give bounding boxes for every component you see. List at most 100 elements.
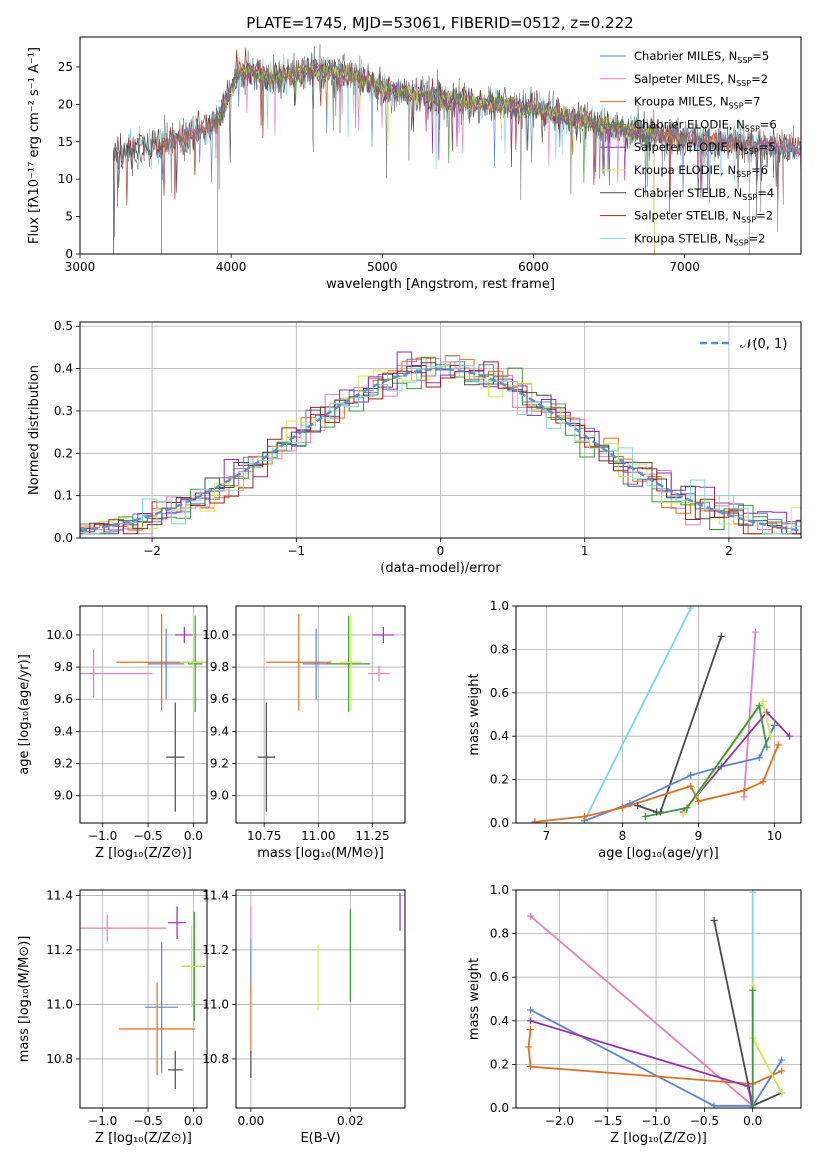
legend-subscript: SSP [741, 216, 756, 225]
y-tick-label: 11.2 [202, 943, 229, 957]
y-tick-label: 0.4 [54, 362, 73, 376]
histogram-chabrier-stelib [80, 362, 801, 535]
series-line-kroupa-miles [534, 744, 780, 823]
histogram-salpeter-stelib [80, 361, 801, 535]
y-tick-label: 0.8 [490, 642, 509, 656]
legend-label: Kroupa ELODIE, NSSP=6 [634, 163, 768, 179]
x-tick-label: −0.5 [133, 1114, 162, 1128]
series-marker-chabrier-miles [526, 1006, 534, 1014]
y-axis-label: Normed distribution [27, 365, 42, 495]
y-tick-label: 0 [65, 247, 73, 261]
legend-label: 𝒩(0, 1) [740, 337, 787, 352]
series-line-chabrier-stelib [659, 636, 723, 813]
x-tick-label: 0.0 [184, 1114, 203, 1128]
legend-count: =2 [749, 231, 766, 245]
series-marker-kroupa-miles [759, 778, 767, 786]
series-line-chabrier-stelib [637, 804, 657, 813]
y-tick-label: 11.0 [46, 997, 73, 1011]
x-tick-label: −1.0 [88, 829, 117, 843]
y-tick-label: 9.4 [54, 724, 73, 738]
axes-frame [515, 889, 802, 1109]
x-tick-label: 5000 [367, 260, 398, 274]
y-tick-label: 0.3 [54, 404, 73, 418]
histogram-chabrier-elodie [80, 356, 801, 535]
series-line-salpeter-miles [743, 631, 757, 798]
legend-label: Chabrier MILES, NSSP=5 [634, 49, 769, 65]
y-tick-label: 1.0 [490, 883, 509, 897]
series-line-kroupa-stelib [583, 607, 692, 822]
y-tick-label: 0.5 [54, 319, 73, 333]
x-tick-label: 0.0 [743, 1114, 762, 1128]
series-marker-chabrier-miles [710, 1102, 718, 1108]
y-tick-label: 0.0 [490, 1101, 509, 1115]
x-tick-label: 0.0 [184, 829, 203, 843]
series-marker-kroupa-miles [774, 741, 782, 749]
axes-frame [235, 889, 406, 1109]
x-axis-label: mass [log₁₀(M/M⊙)] [257, 846, 384, 861]
residuals-panel: −2 −1 0 1 2 0.0 0.1 0.2 0.3 0.4 0.5 (data-model)/er… [27, 319, 802, 576]
y-tick-label: 1.0 [490, 599, 509, 613]
y-tick-label: 0.6 [490, 686, 509, 700]
series-marker-chabrier-stelib [717, 632, 725, 640]
figure-title: PLATE=1745, MJD=53061, FIBERID=0512, z=0… [246, 14, 633, 32]
axes-frame [515, 605, 802, 824]
series-marker-chabrier-miles [778, 1056, 786, 1064]
plot-area [531, 606, 794, 823]
legend-label: Kroupa MILES, NSSP=7 [634, 95, 760, 111]
series-marker-kroupa-elodie [759, 697, 767, 705]
x-tick-label: −2.0 [545, 1114, 574, 1128]
series-marker-kroupa-miles [687, 782, 695, 790]
mass-weight-vs-age-panel: 7 8 9 10 0.0 0.2 0.4 0.6 0.8 1.0 age [log₁₀(age/yr… [467, 599, 802, 861]
normal-distribution-curve [80, 367, 801, 532]
x-axis-label: E(B-V) [300, 1131, 340, 1146]
series-marker-chabrier-stelib [653, 808, 661, 816]
y-tick-label: 5 [65, 210, 73, 224]
series-marker-kroupa-stelib [687, 606, 695, 612]
x-tick-label: 10.75 [247, 829, 281, 843]
x-tick-label: −0.5 [690, 1114, 719, 1128]
series-marker-chabrier-elodie [763, 743, 771, 751]
age-vs-mass-panel: 10.75 11.00 11.25 9.0 9.2 9.4 9.6 9.8 10.0 mass [… [202, 605, 406, 861]
mass-vs-metallicity-panel: −1.0 −0.5 0.0 10.8 11.0 11.2 11.4 Z [log₁₀(Z/Z⊙… [17, 888, 208, 1146]
y-tick-label: 0.2 [54, 446, 73, 460]
legend-subscript: SSP [729, 102, 744, 111]
x-tick-label: 4000 [216, 260, 247, 274]
age-vs-metallicity-panel: −1.0 −0.5 0.0 9.0 9.2 9.4 9.6 9.8 10.0 Z [log₁₀(Z… [17, 605, 208, 861]
y-tick-label: 9.6 [54, 692, 73, 706]
legend-subscript: SSP [737, 56, 752, 65]
series-marker-salpeter-miles [751, 628, 759, 636]
legend-subscript: SSP [744, 147, 759, 156]
x-tick-label: 0.02 [337, 1114, 364, 1128]
y-tick-label: 11.4 [46, 888, 73, 902]
histogram-kroupa-miles [80, 355, 801, 535]
x-tick-label: 9 [695, 829, 703, 843]
plot-area [250, 892, 401, 1079]
y-tick-label: 9.8 [210, 660, 229, 674]
series-line-kroupa-miles [527, 1029, 783, 1085]
x-tick-label: 1 [581, 544, 589, 558]
series-marker-salpeter-elodie [526, 1017, 534, 1025]
y-tick-label: 0.1 [54, 489, 73, 503]
y-tick-label: 9.4 [210, 724, 229, 738]
x-tick-label: 11.00 [301, 829, 335, 843]
y-axis-label: age [log₁₀(age/yr)] [17, 654, 32, 775]
y-tick-label: 11.4 [202, 888, 229, 902]
x-axis-label: (data-model)/error [380, 561, 501, 576]
y-tick-label: 20 [58, 97, 73, 111]
y-tick-label: 10.0 [46, 628, 73, 642]
legend-subscript: SSP [742, 193, 757, 202]
plot-area [525, 890, 786, 1108]
y-tick-label: 9.0 [54, 789, 73, 803]
legend-count: =5 [752, 49, 769, 63]
series-marker-salpeter-elodie [744, 1082, 752, 1090]
y-tick-label: 10.0 [202, 628, 229, 642]
legend-label: Salpeter MILES, NSSP=2 [634, 72, 768, 88]
x-tick-label: 10 [767, 829, 782, 843]
x-tick-label: 2 [725, 544, 733, 558]
series-marker-chabrier-stelib [634, 802, 642, 810]
spectrum-line-chabrier-miles [161, 62, 801, 254]
observed-spectrum-line [113, 43, 801, 238]
series-marker-kroupa-miles [740, 786, 748, 794]
series-marker-kroupa-miles [580, 812, 588, 820]
plot-area [80, 614, 207, 812]
